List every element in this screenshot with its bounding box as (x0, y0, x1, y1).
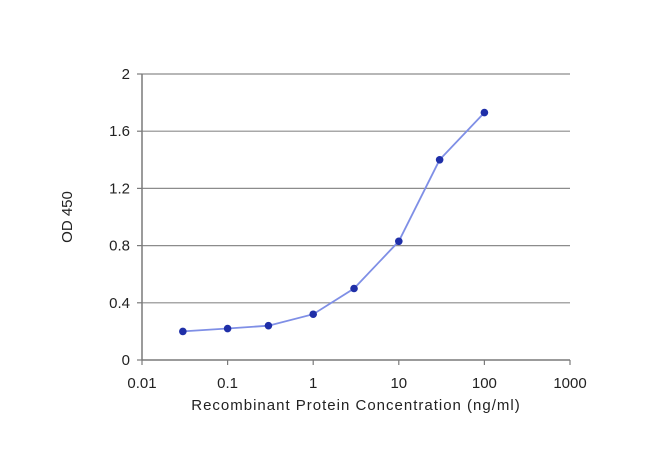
data-point (223, 324, 232, 333)
series-line (182, 111, 486, 333)
x-tick-label: 100 (472, 375, 497, 392)
axes (137, 73, 571, 365)
data-point (395, 237, 403, 246)
data-point (350, 284, 358, 293)
x-tick-label: 1000 (553, 375, 586, 392)
y-tick-label: 1.2 (109, 180, 130, 197)
y-tick-label: 1.6 (109, 123, 130, 140)
y-tick-label: 0.4 (109, 295, 130, 312)
data-point (435, 156, 444, 164)
x-axis-title: Recombinant Protein Concentration (ng/ml… (191, 397, 520, 414)
x-tick-label: 10 (390, 375, 407, 392)
data-point (309, 310, 318, 319)
x-tick-label: 0.01 (127, 375, 156, 392)
data-point (179, 327, 187, 336)
y-tick-label: 0 (122, 352, 130, 369)
y-tick-label: 0.8 (109, 238, 130, 255)
data-point (480, 108, 489, 117)
y-axis-title: OD 450 (59, 191, 76, 243)
tick-labels: 0 0.4 0.8 1.2 1.6 2 0.01 0.1 1 10 100 1000 (109, 66, 587, 392)
data-series (179, 108, 489, 336)
x-tick-label: 0.1 (217, 375, 238, 392)
data-point (264, 321, 273, 330)
gridlines (142, 73, 570, 304)
y-tick-label: 2 (122, 66, 130, 83)
x-tick-label: 1 (309, 375, 317, 392)
